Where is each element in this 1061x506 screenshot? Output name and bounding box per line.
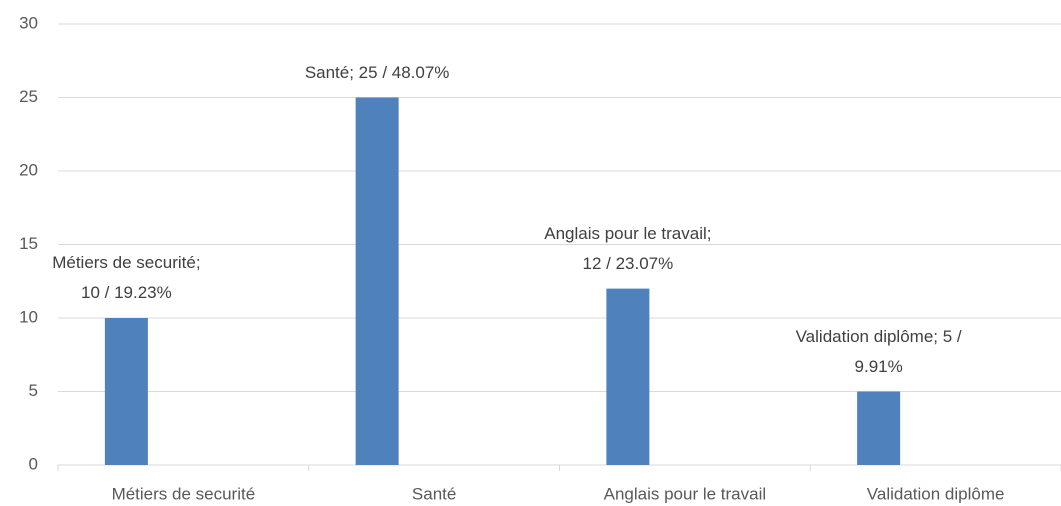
x-tick-label: Validation diplôme <box>867 484 1005 503</box>
bar <box>104 318 148 465</box>
y-tick-label: 25 <box>19 87 38 106</box>
x-tick-label: Métiers de securité <box>112 484 256 503</box>
data-label: Validation diplôme; 5 / 9.91% <box>795 326 962 376</box>
bar <box>857 391 901 465</box>
bar <box>355 97 399 465</box>
x-tick-label: Santé <box>412 484 456 503</box>
y-tick-label: 15 <box>19 234 38 253</box>
data-label: Anglais pour le travail; 12 / 23.07% <box>544 223 712 273</box>
y-tick-label: 30 <box>19 13 38 32</box>
x-tick-label: Anglais pour le travail <box>604 484 767 503</box>
y-tick-label: 5 <box>29 381 38 400</box>
data-label: Métiers de securité; 10 / 19.23% <box>52 253 201 302</box>
y-tick-label: 20 <box>19 160 38 179</box>
y-tick-label: 10 <box>19 307 38 326</box>
data-label: Santé; 25 / 48.07% <box>304 62 450 82</box>
bar <box>606 288 650 465</box>
y-tick-label: 0 <box>29 454 38 473</box>
